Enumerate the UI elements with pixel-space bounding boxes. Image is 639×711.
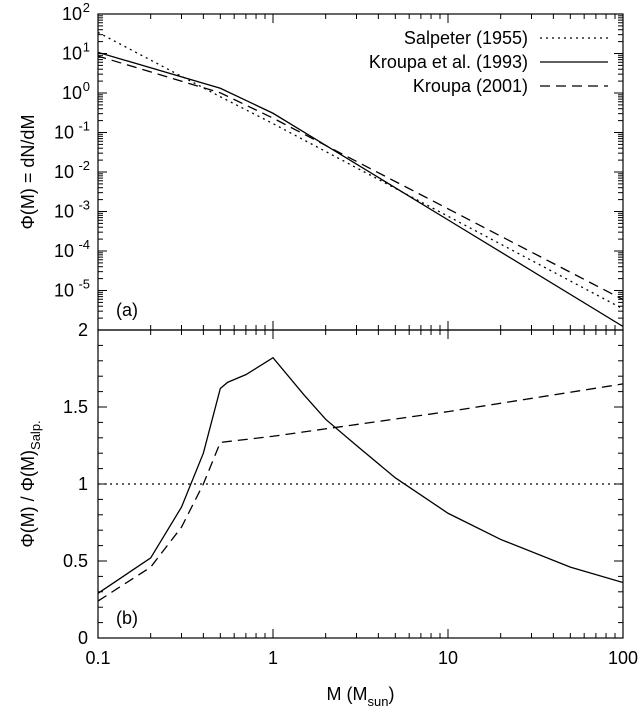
panel-b: 0 0.5 1 1.5 2 0.1 1 10 100 Φ(M) / Φ(M)Salp. M (Msu…: [18, 320, 638, 709]
panel-a-series-kroupa-2001: [98, 55, 623, 301]
panel-a-y-tick-label: 10: [62, 44, 82, 64]
x-tick-label: 0.1: [85, 648, 110, 668]
panel-a-y-tick-label: 10: [54, 162, 74, 182]
panel-a-y-tick-label: 10: [54, 241, 74, 261]
panel-a-y-tick-label-exponent: -3: [78, 198, 90, 213]
panel-a-series-salpeter-1955: [98, 31, 623, 310]
panel-b-y-tick-label: 2: [78, 320, 88, 340]
panel-a-y-tick-label-exponent: 2: [83, 0, 90, 15]
panel-a-y-tick-label-exponent: 0: [83, 79, 90, 94]
panel-b-y-tick-label: 1: [78, 474, 88, 494]
panel-a-y-axis-label: Φ(M) = dN/dM: [18, 115, 38, 230]
x-axis-label: M (Msun): [327, 684, 395, 709]
panel-a-series-kroupa-et-al-1993: [98, 51, 623, 328]
panel-b-y-tick-label: 0: [78, 628, 88, 648]
panel-a-y-tick-label-exponent: -1: [78, 119, 90, 134]
panel-a-y-tick-label-exponent: 1: [83, 40, 90, 55]
panel-b-y-axis-label: Φ(M) / Φ(M)Salp.: [18, 420, 43, 547]
panel-a-y-tick-label: 10: [54, 123, 74, 143]
panel-b-series-kroupa-2001: [98, 383, 623, 602]
panel-a-y-tick-label-exponent: -5: [78, 277, 90, 292]
panel-a-y-tick-label: 10: [54, 202, 74, 222]
x-tick-label: 10: [438, 648, 458, 668]
panel-a-y-tick-label: 10: [54, 281, 74, 301]
panel-a-y-tick-label-exponent: -2: [78, 158, 90, 173]
legend-label-kroupa-2001: Kroupa (2001): [413, 76, 528, 96]
x-tick-label: 1: [268, 648, 278, 668]
panel-a-label: (a): [116, 300, 138, 320]
panel-b-y-tick-label: 1.5: [63, 397, 88, 417]
panel-a-y-tick-label: 10: [62, 83, 82, 103]
panel-b-series-kroupa-et-al-1993: [98, 356, 623, 594]
legend-label-kroupa-et-al-1993: Kroupa et al. (1993): [369, 52, 528, 72]
panel-b-y-tick-label: 0.5: [63, 551, 88, 571]
legend-label-salpeter-1955: Salpeter (1955): [404, 28, 528, 48]
panel-b-label: (b): [116, 608, 138, 628]
panel-a-y-tick-label-exponent: -4: [78, 237, 90, 252]
panel-a-y-tick-label: 10: [62, 4, 82, 24]
x-tick-label: 100: [608, 648, 638, 668]
